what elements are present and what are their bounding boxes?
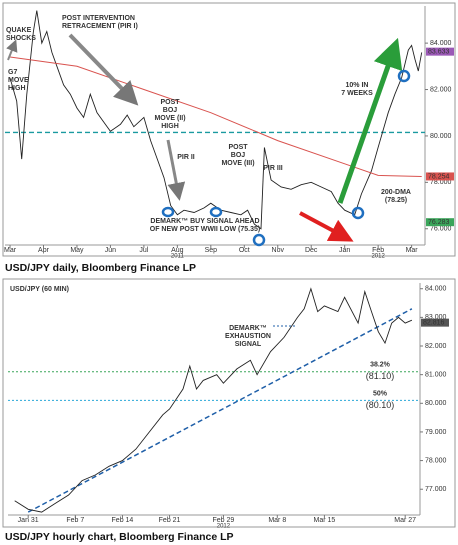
y-tick-label: 80.000 (430, 133, 452, 140)
year-label: 2012 (217, 524, 231, 530)
annotation: DEMARK™ BUY SIGNAL AHEAD (150, 218, 259, 225)
annotation: SHOCKS (6, 35, 36, 42)
layer: 84.000 82.000 80.000 78.000 76.000 Mar Apr May J… (4, 6, 454, 530)
y-tick-label: 80.000 (425, 400, 447, 407)
caption: USD/JPY daily, Bloomberg Finance LP (5, 262, 196, 274)
x-tick-label: Oct (239, 247, 250, 254)
price-badge (426, 218, 454, 227)
y-tick-label: 78.000 (425, 457, 447, 464)
x-tick-label: Feb 14 (112, 517, 134, 524)
annotation: EXHAUSTION (225, 333, 271, 340)
annotation: POST INTERVENTION (62, 15, 135, 22)
y-tick-label: 77.000 (425, 486, 447, 493)
arrow (299, 211, 354, 242)
price-badge-label: 82.816 (423, 319, 445, 326)
arrow (166, 139, 186, 201)
year-label: 2012 (371, 254, 385, 260)
x-tick-label: Dec (305, 247, 318, 254)
y-tick-label: 81.000 (425, 371, 447, 378)
annotation: RETRACEMENT (PIR I) (62, 23, 138, 30)
y-tick-label: 78.000 (430, 179, 452, 186)
x-tick-label: Aug (171, 247, 184, 254)
trendline (27, 308, 413, 513)
annotation: OF NEW POST WWII LOW (75.35) (150, 226, 260, 233)
y-tick-label: 76.000 (430, 226, 452, 233)
price-badge (421, 318, 449, 327)
fib-value: (80.10) (366, 400, 395, 410)
x-tick-label: Feb 7 (66, 517, 84, 524)
y-tick-label: 84.000 (430, 40, 452, 47)
moving-average (9, 56, 422, 177)
annotation: PIR III (263, 165, 283, 172)
annotation: BOJ (163, 107, 178, 114)
annotation: 200-DMA (381, 189, 411, 196)
annotation: MOVE (8, 77, 29, 84)
annotation: BOJ (231, 152, 246, 159)
y-tick-label: 83.000 (425, 314, 447, 321)
annotation: SIGNAL (235, 341, 262, 348)
x-tick-label: Sep (205, 247, 218, 254)
arrow (68, 33, 139, 106)
annotation: 10% IN (346, 82, 369, 89)
annotation: HIGH (161, 123, 179, 130)
x-tick-label: Feb 29 (213, 517, 235, 524)
arrow (337, 37, 403, 204)
price-badge-label: 76.283 (428, 219, 450, 226)
annotation: POST (160, 99, 180, 106)
fib-name: 50% (373, 390, 388, 397)
x-tick-label: Apr (38, 247, 50, 254)
y-tick-label: 84.000 (425, 286, 447, 293)
caption: USD/JPY hourly chart, Bloomberg Finance … (5, 531, 234, 543)
demark-markers (161, 69, 411, 247)
fib-name: 38.2% (370, 362, 391, 369)
annotation: (78.25) (385, 197, 407, 204)
annotation: POST (228, 144, 248, 151)
arrow (6, 39, 18, 61)
price-line (14, 287, 413, 513)
price-badge-label: 78.254 (428, 173, 450, 180)
x-tick-label: May (70, 247, 84, 254)
annotation: DEMARK™ (229, 325, 267, 332)
x-tick-label: Nov (272, 247, 285, 254)
x-tick-label: Feb 21 (159, 517, 181, 524)
y-tick-label: 82.000 (425, 343, 447, 350)
price-badge (426, 172, 454, 181)
y-tick-label: 82.000 (430, 86, 452, 93)
x-tick-label: Mar 15 (314, 517, 336, 524)
x-tick-label: Jan 31 (18, 517, 39, 524)
annotation: MOVE (II) (154, 115, 185, 122)
annotation: G7 (8, 69, 17, 76)
x-tick-label: Jan (339, 247, 350, 254)
annotation: HIGH (8, 85, 26, 92)
fib-value: (81.10) (366, 371, 395, 381)
price-badge (426, 47, 454, 56)
y-tick-label: 79.000 (425, 429, 447, 436)
x-tick-label: Feb (372, 247, 384, 254)
annotation: 7 WEEKS (341, 90, 373, 97)
annotation: QUAKE (6, 27, 32, 34)
x-tick-label: Mar 27 (394, 517, 416, 524)
x-tick-label: Mar (406, 247, 419, 254)
price-line (9, 10, 423, 230)
x-tick-label: Mar (4, 247, 17, 254)
x-tick-label: Mar 8 (268, 517, 286, 524)
price-badge-label: 83.633 (428, 48, 450, 55)
x-tick-label: Jul (139, 247, 148, 254)
annotation: PIR II (177, 154, 195, 161)
annotation: MOVE (III) (221, 160, 254, 167)
chart-title: USD/JPY (60 MIN) (10, 286, 69, 293)
year-label: 2011 (171, 254, 185, 260)
x-tick-label: Jun (105, 247, 116, 254)
